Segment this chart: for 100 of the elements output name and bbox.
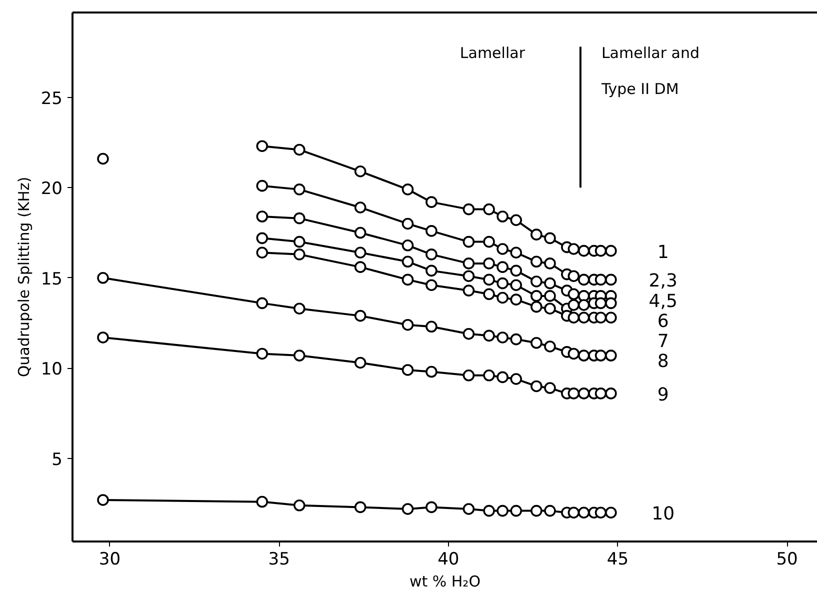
point: [530, 337, 542, 349]
point: [256, 140, 268, 152]
point: [605, 297, 617, 310]
y-tick-label: 25: [40, 88, 63, 109]
point: [594, 350, 607, 362]
point: [256, 496, 268, 508]
point: [496, 243, 508, 255]
point: [578, 274, 590, 286]
point: [510, 504, 522, 517]
x-tick-label: 30: [98, 550, 121, 570]
point: [462, 236, 475, 248]
point: [256, 246, 268, 259]
point: [496, 371, 508, 384]
point: [594, 312, 607, 324]
point: [293, 500, 306, 512]
point: [293, 212, 306, 224]
point: [578, 388, 590, 400]
point: [544, 302, 556, 314]
point: [530, 228, 542, 240]
point: [462, 503, 475, 515]
point: [426, 248, 438, 260]
point: [354, 165, 366, 178]
point: [568, 243, 580, 255]
point: [462, 270, 475, 282]
point: [510, 214, 522, 226]
point: [568, 288, 580, 300]
x-tick-label: 40: [438, 550, 460, 570]
point: [256, 348, 268, 360]
point: [483, 370, 495, 382]
point: [594, 274, 607, 286]
point: [510, 294, 522, 306]
point: [578, 244, 590, 257]
point: [544, 340, 556, 352]
point: [594, 244, 607, 257]
point: [97, 152, 109, 165]
point: [402, 240, 414, 252]
point: [605, 350, 617, 362]
point: [510, 246, 522, 259]
point: [256, 180, 268, 192]
point: [496, 332, 508, 344]
annotation: Lamellar and Type II DM: [600, 44, 700, 98]
point: [483, 236, 495, 248]
text: 1: [657, 242, 669, 263]
point: [544, 382, 556, 394]
point: [544, 258, 556, 270]
text: 7: [657, 331, 669, 352]
point: [530, 276, 542, 288]
point: [594, 297, 607, 310]
point: [530, 380, 542, 392]
point: [426, 279, 438, 292]
x-tick-label: 45: [606, 550, 629, 570]
point: [578, 350, 590, 362]
point: [426, 366, 438, 378]
y-tick-label: 5: [52, 450, 63, 470]
point: [605, 244, 617, 257]
point: [462, 284, 475, 296]
point: [256, 210, 268, 222]
point: [510, 279, 522, 292]
point: [483, 258, 495, 270]
text: 8: [657, 351, 669, 372]
point: [510, 373, 522, 385]
point: [97, 332, 109, 344]
point: [402, 364, 414, 376]
annotation: Lamellar: [460, 44, 526, 62]
x-tick-label: 35: [268, 550, 290, 570]
point: [354, 226, 366, 239]
point: [293, 302, 306, 314]
point: [354, 202, 366, 214]
point: [568, 506, 580, 519]
point: [544, 504, 556, 517]
point: [354, 246, 366, 259]
point: [544, 290, 556, 302]
point: [354, 356, 366, 369]
series-label: 10: [652, 504, 675, 525]
point: [496, 292, 508, 304]
point: [256, 297, 268, 310]
y-tick-label: 15: [40, 269, 63, 290]
point: [496, 277, 508, 290]
point: [462, 203, 475, 216]
point: [402, 184, 414, 196]
x-axis-title: wt % H₂O: [409, 572, 481, 590]
point: [483, 504, 495, 517]
point: [256, 232, 268, 244]
point: [568, 270, 580, 282]
point: [578, 506, 590, 519]
point: [483, 274, 495, 286]
point: [426, 196, 438, 208]
point: [568, 388, 580, 400]
point: [496, 504, 508, 517]
point: [293, 144, 306, 156]
point: [578, 299, 590, 311]
point: [426, 501, 438, 514]
point: [544, 232, 556, 244]
point: [483, 330, 495, 342]
point: [568, 312, 580, 324]
point: [293, 184, 306, 196]
point: [578, 312, 590, 324]
point: [354, 261, 366, 273]
point: [426, 225, 438, 237]
point: [293, 248, 306, 260]
